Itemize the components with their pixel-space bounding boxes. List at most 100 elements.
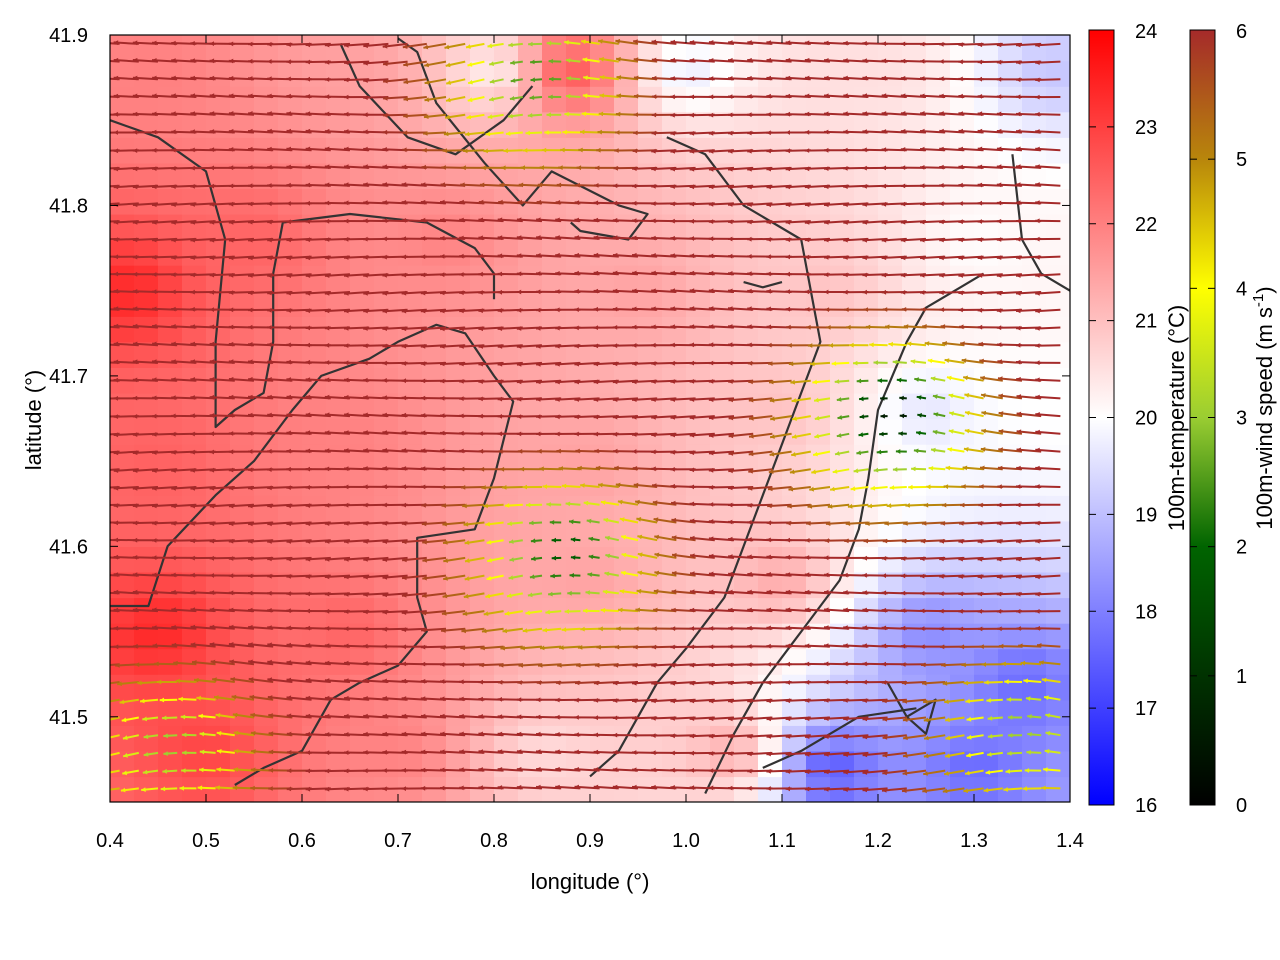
heatmap-cell bbox=[710, 290, 735, 317]
heatmap-cell bbox=[878, 444, 903, 471]
heatmap-cell bbox=[158, 341, 183, 368]
y-tick-label: 41.5 bbox=[49, 707, 88, 729]
wind-arrow bbox=[551, 555, 562, 561]
wind-arrow bbox=[382, 326, 408, 331]
heatmap-cell bbox=[662, 316, 687, 343]
heatmap-cell bbox=[398, 214, 423, 241]
heatmap-cell bbox=[278, 60, 303, 87]
heatmap-cell bbox=[614, 546, 639, 573]
heatmap-cell bbox=[350, 265, 375, 292]
heatmap-cell bbox=[1046, 188, 1070, 215]
wind-arrow bbox=[708, 184, 735, 190]
wind-arrow bbox=[363, 326, 389, 331]
heatmap-cell bbox=[614, 290, 639, 317]
wind-arrow bbox=[670, 166, 696, 172]
wind-arrow bbox=[401, 610, 427, 615]
wind-arrow bbox=[574, 397, 600, 402]
wind-arrow bbox=[422, 574, 447, 581]
heatmap-cell bbox=[206, 495, 231, 522]
wind-arrow bbox=[508, 574, 523, 580]
wind-arrow bbox=[708, 201, 735, 207]
heatmap-cell bbox=[278, 495, 303, 522]
wind-arrow bbox=[382, 448, 408, 453]
wind-arrow bbox=[247, 539, 274, 544]
heatmap-cell bbox=[1022, 35, 1047, 62]
wind-arrow bbox=[671, 552, 696, 559]
wind-arrow bbox=[324, 556, 351, 562]
wind-arrow bbox=[502, 627, 523, 634]
wind-arrow bbox=[593, 252, 619, 258]
heatmap-cell bbox=[590, 60, 615, 87]
heatmap-cell bbox=[1022, 699, 1047, 726]
wind-arrow bbox=[766, 202, 792, 208]
wind-arrow bbox=[163, 733, 178, 739]
heatmap-cell bbox=[398, 623, 423, 650]
heatmap-cell bbox=[494, 60, 519, 87]
wind-arrow bbox=[461, 627, 485, 634]
heatmap-cell bbox=[1022, 444, 1047, 471]
heatmap-cell bbox=[734, 392, 759, 420]
wind-arrow bbox=[190, 377, 216, 382]
heatmap-cell bbox=[374, 239, 399, 266]
heatmap-cell bbox=[830, 35, 855, 62]
wind-arrow bbox=[459, 217, 485, 223]
wind-arrow bbox=[604, 571, 619, 577]
heatmap-cell bbox=[206, 341, 231, 368]
wind-arrow bbox=[804, 734, 831, 739]
wind-arrow bbox=[209, 503, 235, 509]
heatmap-cell bbox=[206, 188, 231, 215]
wind-arrow bbox=[463, 521, 485, 527]
heatmap-cell bbox=[470, 35, 495, 62]
wind-arrow bbox=[708, 40, 735, 45]
heatmap-cell bbox=[494, 750, 519, 778]
heatmap-cell bbox=[542, 111, 567, 138]
heatmap-cell bbox=[158, 546, 183, 573]
wind-arrow bbox=[568, 519, 581, 525]
heatmap-cell bbox=[518, 495, 543, 522]
wind-arrow bbox=[439, 344, 466, 349]
wind-arrow bbox=[486, 539, 504, 545]
heatmap-cell bbox=[182, 239, 207, 266]
heatmap-cell bbox=[998, 290, 1023, 317]
wind-arrow bbox=[651, 57, 677, 63]
wind-arrow bbox=[305, 273, 331, 278]
wind-arrow bbox=[121, 716, 139, 723]
heatmap-cell bbox=[614, 776, 639, 802]
wind-arrow bbox=[152, 220, 178, 225]
heatmap-cell bbox=[710, 214, 735, 241]
heatmap-cell bbox=[182, 750, 207, 778]
heatmap-cell bbox=[134, 546, 159, 573]
heatmap-cell bbox=[782, 546, 807, 573]
heatmap-cell bbox=[638, 469, 663, 496]
heatmap-cell bbox=[278, 239, 303, 266]
heatmap-cell bbox=[206, 725, 231, 752]
wind-arrow bbox=[708, 397, 735, 403]
wind-arrow bbox=[522, 627, 543, 633]
heatmap-cell bbox=[734, 444, 759, 471]
heatmap-cell bbox=[662, 469, 687, 496]
wind-arrow bbox=[228, 624, 255, 630]
heatmap-cell bbox=[542, 60, 567, 87]
heatmap-cell bbox=[542, 495, 567, 522]
wind-arrow bbox=[504, 610, 523, 616]
heatmap-cell bbox=[158, 316, 183, 343]
heatmap-cell bbox=[902, 86, 927, 113]
wind-arrow bbox=[600, 607, 619, 613]
heatmap-cell bbox=[1046, 623, 1070, 650]
wind-arrow bbox=[791, 450, 811, 457]
wind-arrow bbox=[113, 341, 139, 347]
heatmap-cell bbox=[1022, 674, 1047, 701]
wind-arrow bbox=[582, 608, 600, 614]
wind-colorbar-label: 100m-wind speed (m s-1) bbox=[1250, 286, 1277, 529]
heatmap-cell bbox=[734, 162, 759, 189]
heatmap-cell bbox=[230, 699, 255, 726]
heatmap-cell bbox=[230, 86, 255, 113]
heatmap-cell bbox=[734, 316, 759, 343]
wind-arrow bbox=[305, 539, 331, 544]
wind-arrow bbox=[747, 607, 773, 613]
heatmap-cell bbox=[494, 725, 519, 752]
heatmap-cell bbox=[326, 495, 351, 522]
heatmap-cell bbox=[374, 265, 399, 292]
heatmap-cell bbox=[830, 316, 855, 343]
wind-arrow bbox=[747, 716, 773, 722]
